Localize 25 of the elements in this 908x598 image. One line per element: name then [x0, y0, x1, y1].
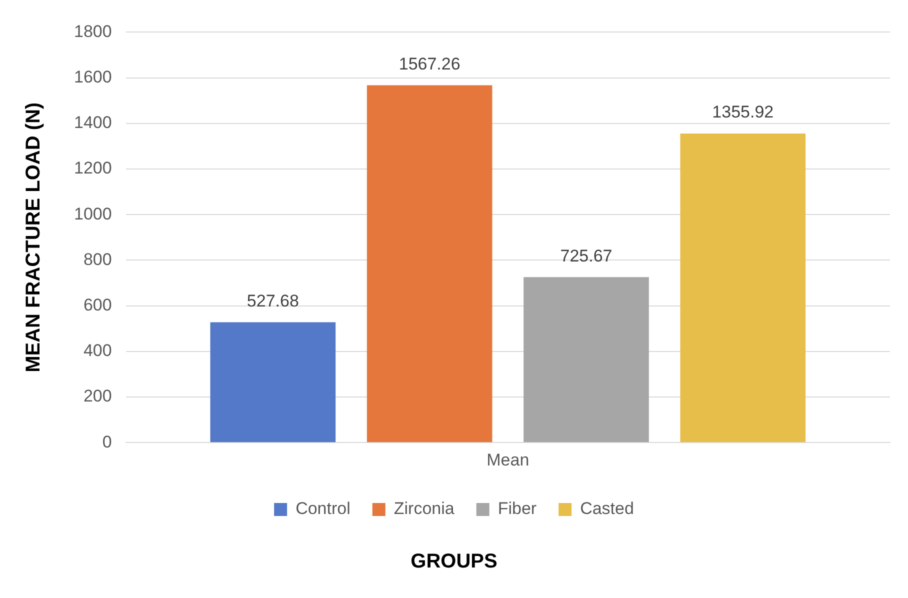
data-label: 527.68: [246, 291, 299, 310]
data-label: 1355.92: [712, 102, 774, 122]
y-tick-label: 1200: [74, 158, 112, 178]
bar: [680, 133, 806, 442]
y-tick-label: 800: [83, 250, 112, 269]
y-tick-label: 1400: [74, 113, 112, 132]
y-tick-label: 0: [102, 432, 112, 452]
y-axis-title: MEAN FRACTURE LOAD (N): [22, 102, 45, 372]
y-tick-label: 600: [83, 295, 112, 314]
data-label: 1567.26: [398, 54, 460, 74]
x-tick-label: Mean: [486, 450, 530, 470]
y-tick-label: 1000: [74, 204, 112, 224]
bar: [524, 277, 649, 442]
bar: [210, 322, 336, 442]
y-tick-label: 1800: [74, 22, 112, 41]
legend-label: Control: [296, 499, 350, 518]
x-axis-title: GROUPS: [410, 550, 498, 573]
y-tick-label: 400: [83, 341, 112, 360]
y-tick-label: 200: [83, 386, 112, 406]
legend-label: Fiber: [498, 499, 537, 518]
data-label: 725.67: [560, 246, 612, 266]
bar: [366, 85, 492, 442]
legend-label: Zirconia: [394, 499, 455, 518]
y-tick-label: 1600: [74, 67, 112, 86]
legend-label: Casted: [580, 499, 634, 518]
